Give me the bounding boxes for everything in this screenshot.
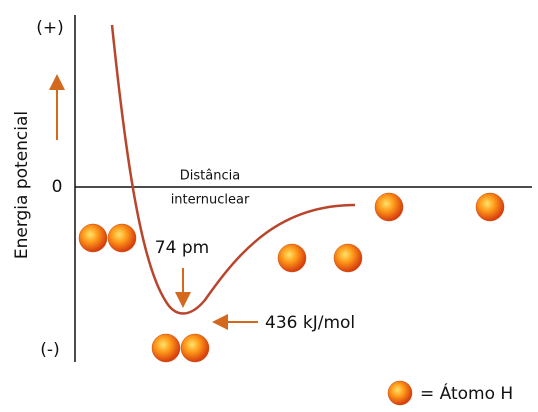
atom <box>278 244 306 272</box>
atom <box>108 224 136 252</box>
diagram: (+) (-) 0 Energia potencial Distância in… <box>0 0 538 412</box>
bond-length: 74 pm <box>155 238 209 258</box>
x-axis-label: internuclear <box>171 193 250 208</box>
atom <box>152 334 180 362</box>
top-label: (+) <box>36 18 64 38</box>
bond-energy: 436 kJ/mol <box>265 313 355 333</box>
atom <box>375 193 403 221</box>
legend-atom <box>388 381 412 405</box>
atom <box>181 334 209 362</box>
x-axis-label: Distância <box>180 169 240 184</box>
y-axis-label: Energia potencial <box>12 111 32 259</box>
atom <box>79 224 107 252</box>
zero-label: 0 <box>52 177 63 197</box>
legend-label: = Átomo H <box>420 382 513 404</box>
atom <box>476 193 504 221</box>
atom <box>334 244 362 272</box>
bottom-label: (-) <box>40 340 59 360</box>
atoms <box>79 193 504 405</box>
